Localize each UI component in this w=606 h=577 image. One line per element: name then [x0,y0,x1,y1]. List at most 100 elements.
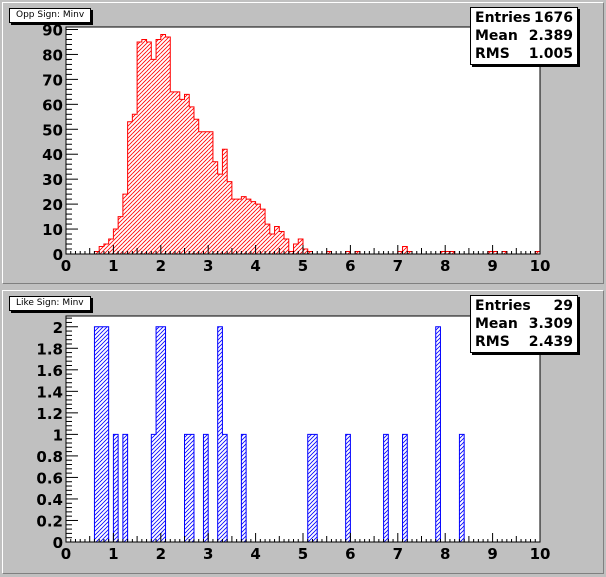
histogram-bin [94,251,100,254]
histogram-bin [203,434,209,542]
histogram-bin [156,326,161,542]
y-tick-label: 1.4 [36,383,63,401]
x-tick-label: 9 [487,257,497,275]
entries-label: Entries [475,298,531,314]
x-tick-label: 7 [393,257,403,275]
like-sign-histogram: 0 1 2 3 4 5 6 7 8 9 10 0 0.2 0.4 0.6 0.8 1 1.2 1.4 1.6 1.8 2 [36,315,550,563]
histogram-bin [293,244,299,254]
histogram-bin [435,326,441,542]
histogram-bin [137,41,142,254]
histogram-bin [198,131,204,254]
entries-value: 1676 [534,10,573,26]
histogram-bin [165,36,171,254]
histogram-bin [402,434,408,542]
histogram-bin [103,326,109,542]
like-sign-pad: 0 1 2 3 4 5 6 7 8 9 10 0 0.2 0.4 0.6 0.8 1 1.2 1.4 1.6 1.8 2 … [2,290,604,574]
plot-area [66,316,540,542]
histogram-bin [122,434,128,542]
entries-value: 29 [553,298,573,314]
mean-label: Mean [475,28,518,44]
x-tick-label: 5 [298,545,308,563]
y-tick-label: 1.8 [36,340,63,358]
histogram-bin [99,246,104,254]
histogram-bin [217,174,223,254]
y-tick-label: 0.8 [36,448,63,466]
histogram-bin [307,434,313,542]
y-tick-label: 40 [42,146,63,164]
histogram-bin [212,161,218,254]
histogram-bin [94,326,100,542]
x-tick-label: 9 [487,545,497,563]
histogram-bin [303,249,308,254]
histogram-bin [312,434,318,542]
x-tick-label: 0 [61,257,71,275]
histogram-bin [132,114,138,254]
x-tick-label: 6 [345,545,355,563]
y-tick-label: 0 [53,534,63,552]
histogram-bin [487,251,493,254]
histogram-bin [208,131,213,254]
histogram-bin [383,434,389,542]
histogram-bin [298,239,303,254]
histogram-bin [113,434,119,542]
x-tick-label: 2 [156,257,166,275]
entries-label: Entries [475,10,531,26]
opp-sign-stats-box: Entries 1676 Mean 2.389 RMS 1.005 [470,7,578,65]
histogram-bin [459,434,465,542]
histogram-bin [151,434,157,542]
histogram-bin [402,246,408,254]
x-tick-label: 0 [61,545,71,563]
opp-sign-pad: 0 1 2 3 4 5 6 7 8 9 10 0 10 20 30 40 50 60 70 80 90 Opp Sign… [2,2,604,284]
histogram-bin [151,59,157,254]
histogram-bin [222,149,228,254]
histogram-bin [492,251,498,254]
histogram-bin [397,251,403,254]
x-tick-label: 7 [393,545,403,563]
opp-sign-title: Opp Sign: Minv [9,8,92,23]
histogram-bin [193,119,199,255]
histogram-bin [156,39,161,254]
histogram-bin [502,251,507,254]
histogram-bin [217,326,223,542]
histogram-bin [236,199,242,254]
histogram-bin [535,251,540,254]
mean-value: 2.389 [528,28,573,44]
x-tick-label: 6 [345,257,355,275]
histogram-bin [227,181,232,254]
y-tick-label: 2 [53,319,63,337]
histogram-bin [241,196,247,254]
histogram-bin [103,244,109,254]
y-tick-label: 0.6 [36,469,63,487]
y-tick-label: 0 [53,246,63,264]
opp-sign-histogram: 0 1 2 3 4 5 6 7 8 9 10 0 10 20 30 40 50 60 70 80 90 [42,21,551,275]
y-tick-label: 1.6 [36,362,63,380]
rms-label: RMS [475,46,510,62]
rms-label: RMS [475,334,510,350]
x-tick-label: 8 [440,257,450,275]
histogram-bin [355,251,360,254]
x-tick-label: 4 [250,545,260,563]
histogram-bin [141,39,147,254]
histogram-bin [265,224,270,254]
y-tick-label: 0.2 [36,512,63,530]
histogram-bin [246,199,251,254]
histogram-bin [255,204,261,254]
y-tick-label: 80 [42,46,63,64]
x-tick-label: 1 [108,257,118,275]
x-tick-label: 3 [203,545,213,563]
histogram-bin [184,94,190,254]
y-tick-label: 90 [42,21,63,39]
histogram-bin [284,239,289,254]
histogram-bin [274,226,280,254]
histogram-bin [445,251,450,254]
histogram-bin [307,251,313,254]
histogram-bin [127,121,133,255]
x-tick-label: 10 [530,257,551,275]
x-tick-label: 4 [250,257,260,275]
y-tick-label: 0.4 [36,491,63,509]
mean-value: 3.309 [528,316,573,332]
histogram-bin [189,106,194,254]
histogram-bin [108,239,114,254]
like-sign-title: Like Sign: Minv [9,296,91,311]
histogram-bin [407,251,413,254]
